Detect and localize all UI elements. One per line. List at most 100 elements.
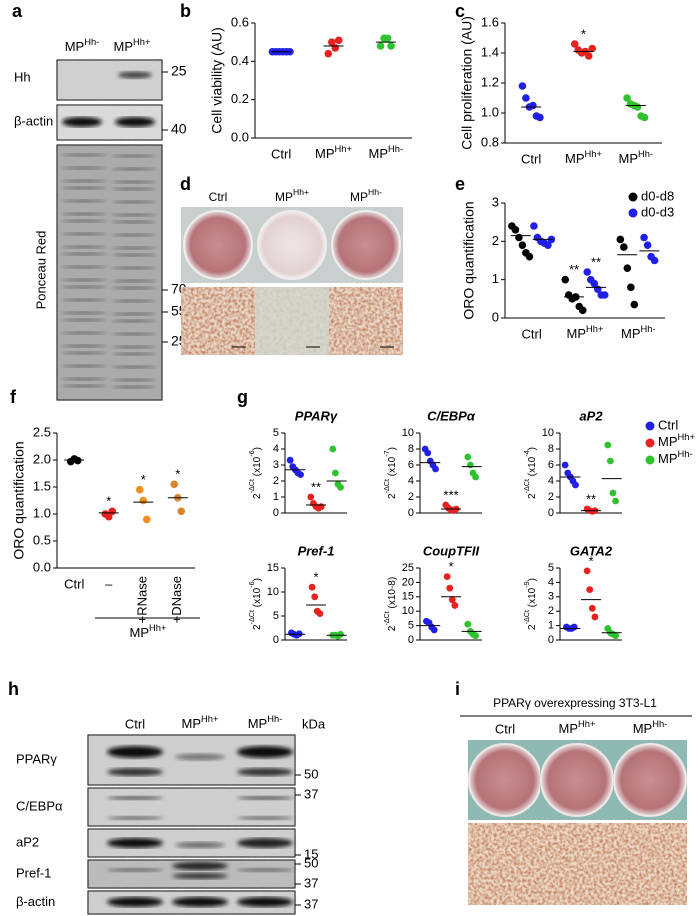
band xyxy=(62,219,106,223)
data-point xyxy=(515,233,523,242)
band xyxy=(107,897,163,907)
band xyxy=(62,245,106,249)
text-part: Hh- xyxy=(641,324,656,334)
panel-letter: h xyxy=(8,679,19,699)
text-part: (x10 xyxy=(527,456,538,479)
size-marker: 40 xyxy=(171,121,187,137)
data-point xyxy=(331,44,340,52)
text-part: MP xyxy=(633,721,653,736)
y-tick-label: 0.8 xyxy=(481,134,499,149)
band xyxy=(172,862,228,870)
column-label: MPHh+ xyxy=(559,719,596,736)
band xyxy=(112,345,156,349)
y-tick-label: 10 xyxy=(267,586,279,598)
text-part: MP xyxy=(567,326,587,341)
text-part: MP xyxy=(658,451,678,466)
text-part: 2 xyxy=(387,625,398,631)
data-point xyxy=(311,593,319,601)
y-tick-label: 0.2 xyxy=(231,91,249,106)
y-tick-label: 4 xyxy=(548,475,554,487)
text-part: -4 xyxy=(522,450,531,456)
legend-label: d0-d8 xyxy=(641,188,674,203)
y-tick-label: 5 xyxy=(273,427,279,439)
data-point xyxy=(443,573,451,581)
x-tick-label: +DNase xyxy=(169,576,184,623)
text-part: Hh+ xyxy=(335,144,352,154)
text-part: -ΔCt xyxy=(247,610,256,624)
text-part: (x10 xyxy=(252,456,263,479)
lane-label: MPHh- xyxy=(65,37,100,54)
band xyxy=(107,746,163,758)
band xyxy=(107,768,163,776)
data-point xyxy=(430,626,438,634)
y-tick-label: 25 xyxy=(402,562,414,574)
y-tick-label: 0.5 xyxy=(33,532,51,547)
data-point xyxy=(472,632,479,640)
row-label: PPARγ xyxy=(16,751,57,766)
y-tick-label: 2 xyxy=(548,605,554,617)
text-part: Hh+ xyxy=(585,149,602,159)
well-photo xyxy=(331,210,401,280)
well-photo xyxy=(540,743,614,817)
data-point xyxy=(623,94,631,102)
row-label: aP2 xyxy=(16,834,39,849)
x-tick-label: Ctrl xyxy=(271,146,291,161)
band xyxy=(107,838,163,848)
band xyxy=(62,166,106,170)
text-part: MP xyxy=(130,625,150,640)
micrograph xyxy=(329,287,403,355)
y-tick-label: 15 xyxy=(402,591,414,603)
text-part: 2 xyxy=(252,624,263,630)
data-point xyxy=(142,515,151,524)
band xyxy=(62,232,106,236)
chart-title: CoupTFII xyxy=(423,543,480,558)
data-point xyxy=(572,481,579,489)
y-tick-label: 4 xyxy=(408,475,414,487)
y-tick-label: 1 xyxy=(492,271,499,286)
band xyxy=(237,746,293,758)
data-point xyxy=(334,36,343,45)
y-tick-label: 0 xyxy=(273,634,279,646)
column-label: Ctrl xyxy=(495,721,515,736)
y-axis-label: ORO quantification xyxy=(11,441,27,559)
band xyxy=(237,816,293,820)
x-tick-label: MPHh+ xyxy=(315,144,352,161)
band xyxy=(62,278,106,282)
y-axis-label: Cell proliferation (AU) xyxy=(459,16,475,150)
well-photo xyxy=(257,210,327,280)
band xyxy=(62,117,102,127)
band xyxy=(237,897,293,907)
data-point xyxy=(627,283,635,292)
band xyxy=(62,384,106,388)
blot-noise xyxy=(57,60,162,100)
lane-label: MPHh- xyxy=(248,714,283,731)
band xyxy=(62,344,106,348)
data-point xyxy=(612,497,619,505)
text-part: Hh+ xyxy=(201,714,218,724)
band xyxy=(112,213,156,217)
band xyxy=(112,180,156,184)
panel-letter: f xyxy=(10,387,17,407)
text-part: Hh- xyxy=(678,449,693,459)
data-point xyxy=(324,49,333,58)
band xyxy=(62,252,106,256)
band xyxy=(237,796,293,800)
y-tick-label: 3 xyxy=(273,459,279,471)
data-point xyxy=(329,445,337,453)
y-tick-label: 10 xyxy=(402,427,414,439)
band xyxy=(107,816,163,820)
chart-title: GATA2 xyxy=(570,543,613,558)
legend-label: MPHh- xyxy=(658,449,693,466)
band xyxy=(62,199,106,203)
row-label: C/EBPα xyxy=(16,798,63,813)
data-point xyxy=(525,252,534,261)
data-point xyxy=(643,241,652,249)
micrograph xyxy=(540,823,614,905)
band xyxy=(112,266,156,270)
text-part: (x10 xyxy=(387,456,398,479)
y-tick-label: 2 xyxy=(273,475,279,487)
band xyxy=(62,265,106,269)
data-point xyxy=(308,583,316,591)
